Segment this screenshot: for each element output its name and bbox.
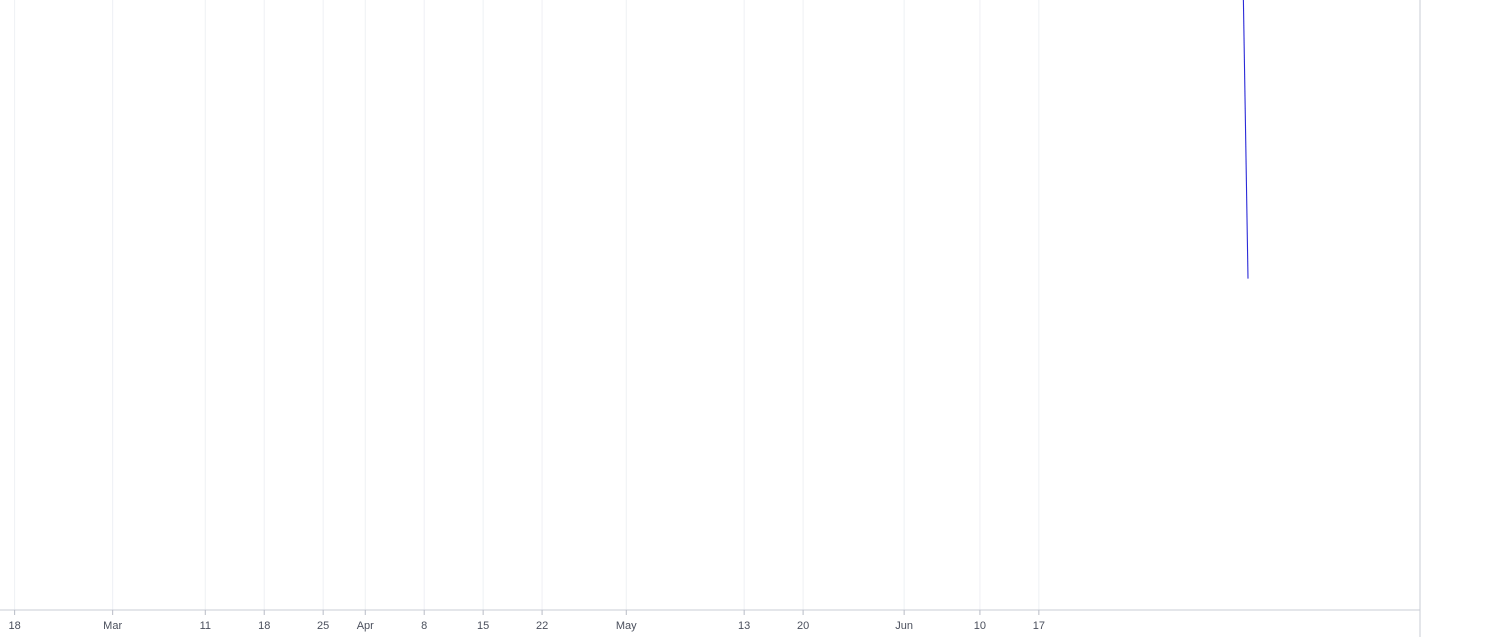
time-axis[interactable]: 18 Mar 11 18 25 Apr 8 15 22 May 13 20 Jun 10 17 (0, 609, 1420, 632)
time-tick-label: 18 (8, 620, 20, 632)
price-axis[interactable]: 0.000075000.000070000.000065000.00006000… (1419, 0, 1488, 637)
time-tick-label: Apr (357, 620, 374, 632)
time-tick-label: 20 (797, 620, 809, 632)
time-tick-label: 10 (974, 620, 986, 632)
time-tick-label: 15 (477, 620, 489, 632)
time-tick-label: Mar (103, 620, 122, 632)
time-tick-label: 13 (738, 620, 750, 632)
trendline-lower (1242, 0, 1249, 279)
time-tick-label: 25 (317, 620, 329, 632)
time-tick-label: 18 (258, 620, 270, 632)
time-tick-label: 22 (536, 620, 548, 632)
time-tick-label: May (616, 620, 637, 632)
time-tick-label: 11 (200, 620, 211, 632)
time-tick-label: 8 (421, 620, 427, 632)
time-tick-label: Jun (895, 620, 913, 632)
gridlines (14, 0, 1040, 610)
time-tick-label: 17 (1033, 620, 1045, 632)
trendlines (1242, 0, 1249, 279)
